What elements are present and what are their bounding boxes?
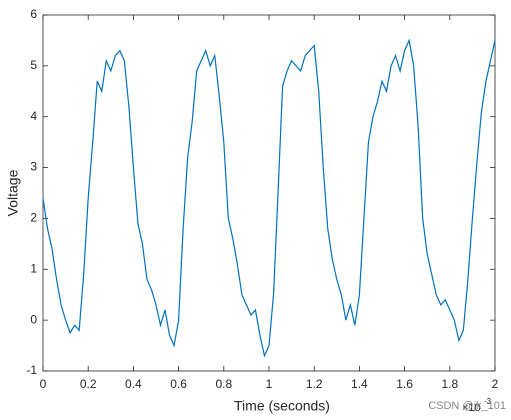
y-axis-label: Voltage [5, 169, 21, 216]
x-tick-label: 1.4 [351, 377, 368, 391]
data-line [42, 38, 496, 358]
y-tick-label: 6 [30, 7, 37, 21]
y-tick-label: 0 [30, 312, 37, 326]
y-tick-label: 3 [30, 160, 37, 174]
x-tick-label: 1 [266, 377, 273, 391]
x-tick-label: 1.8 [441, 377, 458, 391]
x-axis-label: Time (seconds) [234, 398, 330, 414]
x-multiplier-exponent: -3 [484, 397, 492, 406]
watermark: CSDN @jk_101 [428, 400, 506, 412]
x-tick-label: 0.8 [215, 377, 232, 391]
plot-area [42, 14, 496, 372]
x-tick-label: 0.6 [170, 377, 187, 391]
y-tick-label: 5 [30, 58, 37, 72]
x-tick-label: 1.6 [396, 377, 413, 391]
y-tick-label: 4 [30, 109, 37, 123]
y-tick-label: -1 [26, 363, 37, 377]
x-tick-label: 2 [492, 377, 499, 391]
x-multiplier-base: ×10 [462, 402, 481, 414]
y-tick-label: 2 [30, 211, 37, 225]
x-tick-label: 0 [40, 377, 47, 391]
y-tick-label: 1 [30, 261, 37, 275]
x-tick-label: 0.4 [125, 377, 142, 391]
x-tick-label: 1.2 [306, 377, 323, 391]
x-tick-label: 0.2 [80, 377, 97, 391]
